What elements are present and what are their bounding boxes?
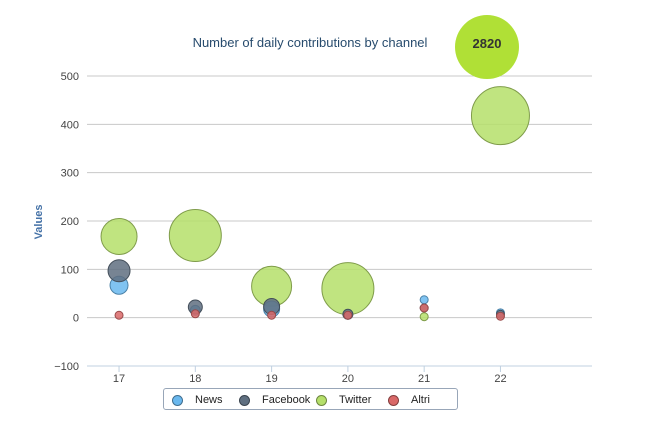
y-axis-label: Values <box>33 205 45 240</box>
y-tick-label: −100 <box>54 361 79 373</box>
x-tick-label: 22 <box>494 373 506 385</box>
bubble-altri-22 <box>495 311 505 321</box>
bubble-altri-18 <box>190 309 200 319</box>
y-tick-label: 0 <box>73 313 79 325</box>
bubble-twitter-20 <box>321 262 375 316</box>
legend-swatch-twitter <box>316 394 327 406</box>
legend-item-twitter[interactable]: Twitter <box>316 392 371 408</box>
x-tick-label: 18 <box>189 373 201 385</box>
legend-label-altri: Altri <box>411 394 430 406</box>
bubble-twitter-21 <box>419 312 429 322</box>
y-tick-label: 100 <box>61 264 79 276</box>
bubble-facebook-17 <box>107 259 131 283</box>
annotation-label: 2820 <box>473 36 502 51</box>
chart-legend: News Facebook Twitter Altri <box>163 388 458 410</box>
legend-item-facebook[interactable]: Facebook <box>239 392 310 408</box>
annotation-bubble <box>455 15 519 79</box>
bubble-twitter-22 <box>470 86 530 146</box>
legend-swatch-altri <box>388 394 399 406</box>
bubble-news-21 <box>419 295 429 305</box>
bubble-altri-21 <box>419 303 429 313</box>
y-tick-label: 200 <box>61 216 79 228</box>
y-tick-label: 500 <box>61 71 79 83</box>
bubble-altri-19 <box>267 310 277 320</box>
y-tick-labels: −100 0 100 200 300 400 500 <box>54 71 79 373</box>
y-tick-label: 400 <box>61 119 79 131</box>
x-tick-label: 17 <box>113 373 125 385</box>
x-tick-label: 20 <box>342 373 354 385</box>
legend-label-facebook: Facebook <box>262 394 311 406</box>
bubble-layer <box>100 86 530 322</box>
x-tick-labels: 17 18 19 20 21 22 <box>113 373 507 385</box>
y-tick-label: 300 <box>61 168 79 180</box>
x-tick-label: 21 <box>418 373 430 385</box>
bubble-altri-17 <box>114 310 124 320</box>
legend-item-altri[interactable]: Altri <box>388 392 430 408</box>
bubble-twitter-17 <box>100 217 138 255</box>
bubble-twitter-18 <box>168 209 222 262</box>
grid-layer <box>87 75 592 372</box>
legend-label-twitter: Twitter <box>339 394 372 406</box>
legend-label-news: News <box>195 394 223 406</box>
legend-item-news[interactable]: News <box>172 392 223 408</box>
annotation-layer: 2820 <box>455 15 519 79</box>
x-tick-label: 19 <box>265 373 277 385</box>
chart-title: Number of daily contributions by channel <box>193 35 428 50</box>
legend-swatch-facebook <box>239 394 250 406</box>
legend-swatch-news <box>172 394 183 406</box>
bubble-altri-20 <box>343 310 353 320</box>
